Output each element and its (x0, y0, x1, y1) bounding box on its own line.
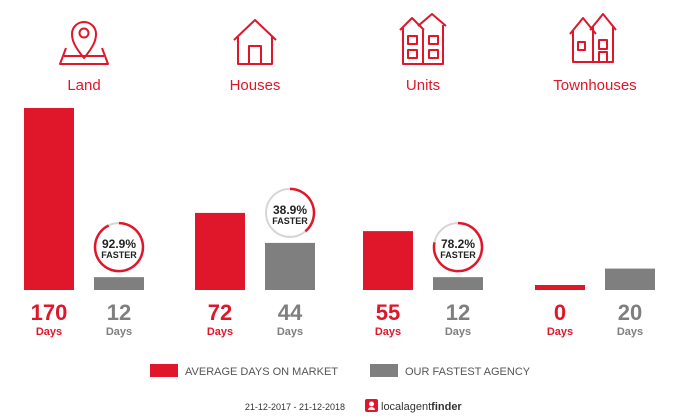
legend: AVERAGE DAYS ON MARKET OUR FASTEST AGENC… (150, 364, 531, 378)
bar-townhouses-average (535, 285, 585, 290)
value-label-units-fastest: 12 (446, 300, 470, 325)
legend-swatch-average (150, 364, 178, 377)
faster-badge-units: 78.2%FASTER (432, 221, 484, 273)
brand-logo: localagentfinder (365, 399, 462, 413)
category-label-units: Units (406, 77, 440, 94)
bar-houses-fastest (265, 242, 315, 290)
value-label-land-average: 170 (31, 300, 68, 325)
unit-label-townhouses-average: Days (547, 326, 573, 338)
faster-percent: 92.9% (102, 237, 136, 251)
date-range: 21-12-2017 - 21-12-2018 (245, 402, 345, 412)
faster-ring-progress (432, 221, 484, 273)
unit-label-land-average: Days (36, 326, 62, 338)
value-label-houses-fastest: 44 (278, 300, 303, 325)
faster-badge-land: 92.9%FASTER (93, 221, 145, 273)
category-label-houses: Houses (230, 77, 281, 94)
faster-word: FASTER (440, 250, 476, 260)
unit-label-units-average: Days (375, 326, 401, 338)
bar-units-average (363, 231, 413, 290)
location-pin-icon (59, 21, 109, 65)
unit-label-land-fastest: Days (106, 326, 132, 338)
faster-percent: 78.2% (441, 237, 475, 251)
value-label-townhouses-fastest: 20 (618, 300, 642, 325)
value-label-land-fastest: 12 (107, 300, 131, 325)
value-label-units-average: 55 (376, 300, 400, 325)
category-label-land: Land (67, 77, 100, 94)
bar-units-fastest (433, 277, 483, 290)
bar-land-fastest (94, 277, 144, 290)
legend-label-fastest: OUR FASTEST AGENCY (405, 366, 531, 378)
unit-label-houses-average: Days (207, 326, 233, 338)
category-label-townhouses: Townhouses (553, 77, 636, 94)
bar-townhouses-fastest (605, 268, 655, 290)
unit-label-houses-fastest: Days (277, 326, 303, 338)
value-label-townhouses-average: 0 (554, 300, 566, 325)
faster-badge-houses: 38.9%FASTER (265, 187, 316, 238)
value-label-houses-average: 72 (208, 300, 232, 325)
units-icon (399, 13, 447, 65)
footer: 21-12-2017 - 21-12-2018 localagentfinder (245, 399, 462, 413)
bar-land-average (24, 108, 74, 290)
legend-swatch-fastest (370, 364, 398, 377)
faster-percent: 38.9% (273, 203, 307, 217)
unit-label-townhouses-fastest: Days (617, 326, 643, 338)
unit-label-units-fastest: Days (445, 326, 471, 338)
faster-ring-progress (93, 221, 145, 273)
faster-ring-progress (289, 187, 316, 233)
faster-word: FASTER (101, 250, 137, 260)
house-icon (233, 19, 277, 65)
townhouses-icon (569, 13, 617, 63)
faster-word: FASTER (272, 216, 308, 226)
legend-label-average: AVERAGE DAYS ON MARKET (185, 366, 338, 378)
bar-houses-average (195, 212, 245, 290)
brand-name: localagentfinder (381, 401, 462, 413)
